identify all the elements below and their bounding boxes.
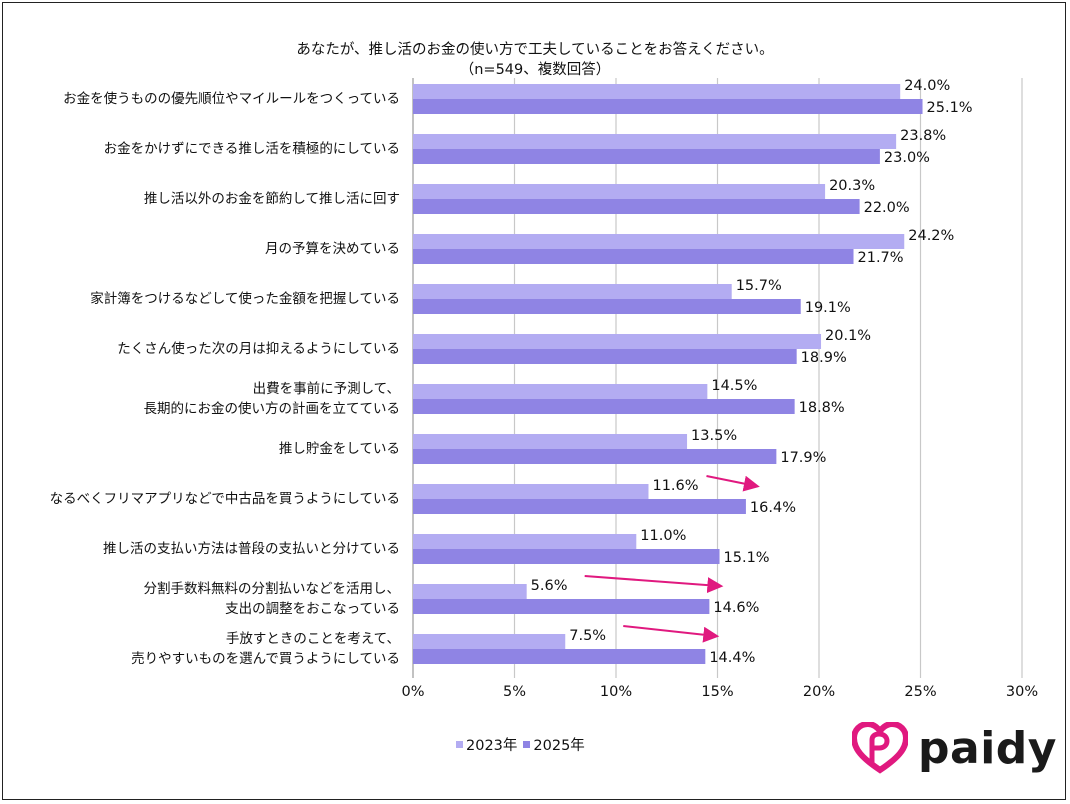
category-label: 出費を事前に予測して、長期的にお金の使い方の計画を立てている: [144, 379, 401, 419]
category-label-line: お金を使うものの優先順位やマイルールをつくっている: [63, 91, 400, 107]
bar-2025: [413, 449, 777, 464]
category-label: お金を使うものの優先順位やマイルールをつくっている: [63, 89, 400, 109]
legend: 2023年 2025年: [456, 734, 585, 755]
bar-2023: [413, 184, 826, 199]
bar-2023: [413, 634, 566, 649]
bar-2025: [413, 99, 923, 114]
data-label-2023: 24.0%: [904, 78, 951, 94]
data-label-2023: 7.5%: [569, 628, 607, 644]
category-label-line: 売りやすいものを選んで買うようにしている: [131, 651, 400, 667]
legend-swatch-2023: [456, 741, 463, 748]
category-label-line: 推し活の支払い方法は普段の支払いと分けている: [103, 541, 400, 557]
chart-title: あなたが、推し活のお金の使い方で工夫していることをお答えください。: [296, 42, 774, 58]
bar-2025: [413, 649, 706, 664]
bar-2023: [413, 334, 822, 349]
category-label: 分割手数料無料の分割払いなどを活用し、支出の調整をおこなっている: [144, 579, 401, 619]
logo-wordmark: paidy: [918, 722, 1057, 774]
category-label-line: 分割手数料無料の分割払いなどを活用し、: [143, 581, 401, 597]
bar-2023: [413, 84, 901, 99]
bar-2025: [413, 299, 801, 314]
data-label-2023: 23.8%: [900, 128, 947, 144]
data-label-2025: 14.6%: [713, 600, 760, 616]
bar-2023: [413, 384, 708, 399]
data-label-2025: 16.4%: [749, 500, 796, 516]
data-label-2023: 15.7%: [735, 278, 782, 294]
data-label-2023: 20.3%: [829, 178, 876, 194]
data-label-2023: 11.6%: [652, 478, 699, 494]
category-label: 月の予算を決めている: [265, 239, 400, 259]
bar-2025: [413, 499, 746, 514]
bar-2023: [413, 584, 527, 599]
bar-2025: [413, 399, 795, 414]
x-tick-label: 25%: [904, 684, 937, 700]
x-tick-label: 30%: [1005, 684, 1039, 700]
category-label-line: たくさん使った次の月は抑えるようにしている: [117, 341, 400, 357]
data-label-2023: 5.6%: [530, 578, 568, 594]
bar-2023: [413, 534, 637, 549]
bar-2023: [413, 234, 905, 249]
category-label: 推し活の支払い方法は普段の支払いと分けている: [103, 539, 400, 559]
category-label-line: 支出の調整をおこなっている: [225, 601, 400, 617]
category-label: 推し貯金をしている: [279, 439, 400, 459]
data-label-2023: 20.1%: [825, 328, 872, 344]
data-label-2025: 22.0%: [863, 200, 910, 216]
highlight-arrow: [584, 575, 724, 594]
category-label-line: お金をかけずにできる推し活を積極的にしている: [103, 141, 400, 157]
data-label-2023: 14.5%: [711, 378, 758, 394]
bar-2023: [413, 284, 732, 299]
bar-2025: [413, 349, 797, 364]
bar-2025: [413, 149, 880, 164]
data-label-2025: 15.1%: [723, 550, 770, 566]
data-label-2025: 18.8%: [798, 400, 845, 416]
bar-2025: [413, 249, 854, 264]
bar-2025: [413, 199, 860, 214]
bar-2025: [413, 599, 710, 614]
category-label-line: 手放すときのことを考えて、: [225, 631, 400, 647]
category-label-line: 月の予算を決めている: [265, 241, 400, 257]
legend-label-2025: 2025年: [533, 738, 585, 754]
x-tick-label: 20%: [802, 684, 836, 700]
category-label: なるべくフリマアプリなどで中古品を買うようにしている: [50, 489, 400, 509]
highlight-arrow: [706, 475, 760, 492]
data-label-2025: 23.0%: [883, 150, 930, 166]
paidy-heart-icon: [852, 722, 908, 774]
bar-2023: [413, 434, 688, 449]
category-label: 手放すときのことを考えて、売りやすいものを選んで買うようにしている: [131, 629, 400, 669]
category-label: 推し活以外のお金を節約して推し活に回す: [144, 189, 400, 209]
data-label-2025: 25.1%: [926, 100, 973, 116]
x-tick-label: 5%: [502, 684, 526, 700]
category-label-line: なるべくフリマアプリなどで中古品を買うようにしている: [49, 491, 400, 507]
category-label-line: 推し貯金をしている: [278, 441, 400, 457]
category-label-line: 推し活以外のお金を節約して推し活に回す: [143, 191, 400, 207]
bar-2023: [413, 484, 649, 499]
category-label: 家計簿をつけるなどして使った金額を把握している: [90, 289, 400, 309]
legend-label-2023: 2023年: [466, 738, 518, 754]
data-label-2025: 17.9%: [780, 450, 827, 466]
data-label-2025: 19.1%: [804, 300, 851, 316]
category-label-line: 出費を事前に予測して、: [252, 381, 400, 397]
category-label-line: 家計簿をつけるなどして使った金額を把握している: [90, 291, 400, 307]
highlight-arrow: [623, 625, 720, 643]
data-label-2025: 21.7%: [857, 250, 904, 266]
bar-2023: [413, 134, 897, 149]
x-tick-label: 0%: [401, 684, 425, 700]
data-label-2025: 18.9%: [800, 350, 847, 366]
x-tick-label: 15%: [701, 684, 734, 700]
x-tick-label: 10%: [599, 684, 633, 700]
category-label: お金をかけずにできる推し活を積極的にしている: [104, 139, 400, 159]
legend-swatch-2025: [523, 741, 531, 748]
chart-subtitle: （n=549、複数回答）: [459, 62, 611, 78]
paidy-logo: paidy: [852, 718, 1057, 778]
data-label-2023: 11.0%: [640, 528, 687, 544]
data-label-2023: 24.2%: [908, 228, 955, 244]
category-label: たくさん使った次の月は抑えるようにしている: [117, 339, 400, 359]
data-label-2023: 13.5%: [691, 428, 738, 444]
bar-2025: [413, 549, 720, 564]
data-label-2025: 14.4%: [709, 650, 756, 666]
category-label-line: 長期的にお金の使い方の計画を立てている: [143, 401, 401, 417]
